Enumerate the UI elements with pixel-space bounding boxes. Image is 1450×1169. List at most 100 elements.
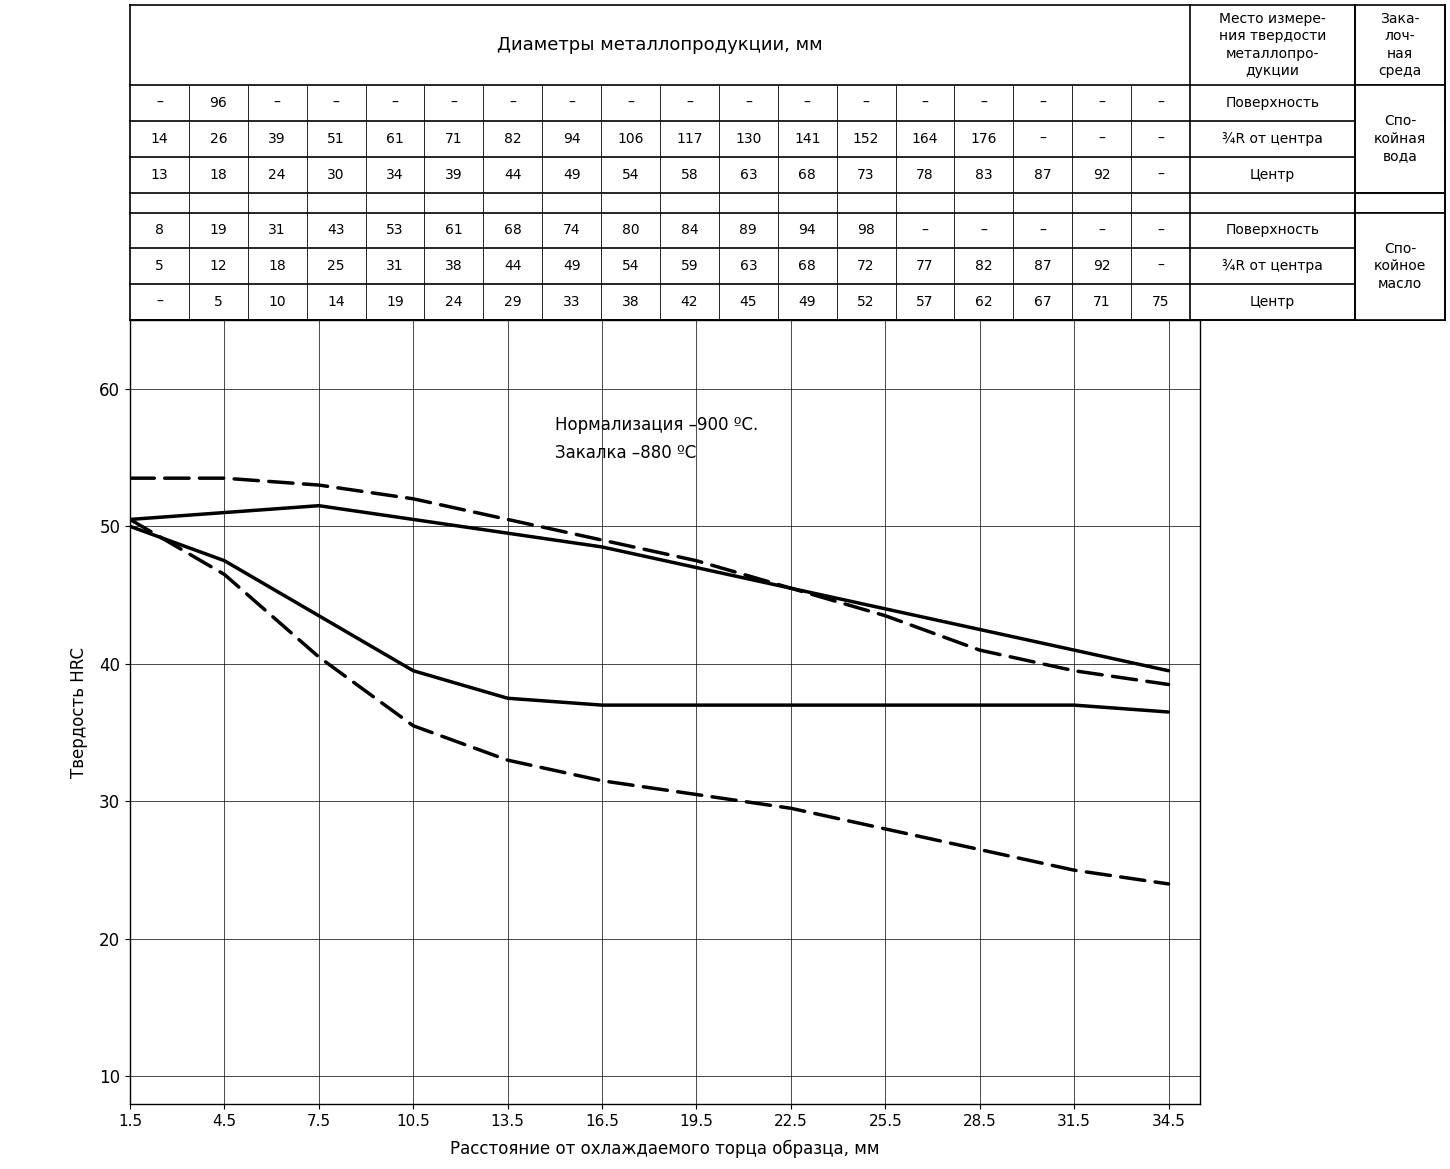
Text: 39: 39 (445, 167, 463, 181)
Text: Место измере-
ния твердости
металлопро-
дукции: Место измере- ния твердости металлопро- … (1219, 12, 1327, 78)
Text: –: – (745, 96, 751, 110)
Text: –: – (274, 96, 281, 110)
Text: –: – (1157, 96, 1164, 110)
Text: 43: 43 (328, 223, 345, 237)
Text: 63: 63 (740, 167, 757, 181)
Text: ¾R от центра: ¾R от центра (1222, 260, 1322, 274)
Text: 77: 77 (916, 260, 934, 274)
Text: ¾R от центра: ¾R от центра (1222, 132, 1322, 146)
Text: 14: 14 (328, 295, 345, 309)
Text: –: – (1157, 260, 1164, 274)
Text: 130: 130 (735, 132, 761, 146)
Text: 19: 19 (209, 223, 228, 237)
Text: 75: 75 (1151, 295, 1169, 309)
Text: –: – (1157, 132, 1164, 146)
Text: –: – (980, 96, 987, 110)
Text: 5: 5 (215, 295, 223, 309)
Text: 38: 38 (445, 260, 463, 274)
Text: –: – (863, 96, 870, 110)
Text: 57: 57 (916, 295, 934, 309)
Text: 87: 87 (1034, 167, 1051, 181)
Text: 73: 73 (857, 167, 874, 181)
Text: –: – (157, 96, 162, 110)
Text: 117: 117 (676, 132, 703, 146)
Text: 12: 12 (209, 260, 228, 274)
Text: –: – (1098, 223, 1105, 237)
Text: 38: 38 (622, 295, 639, 309)
Text: 152: 152 (853, 132, 879, 146)
Text: 61: 61 (386, 132, 405, 146)
Text: 31: 31 (268, 223, 286, 237)
Text: 106: 106 (618, 132, 644, 146)
Bar (1356, 85, 1444, 192)
Text: –: – (1040, 223, 1047, 237)
Text: 78: 78 (916, 167, 934, 181)
Text: 54: 54 (622, 167, 639, 181)
Y-axis label: Твердость HRC: Твердость HRC (70, 646, 88, 777)
Text: 13: 13 (151, 167, 168, 181)
Text: –: – (451, 96, 457, 110)
Text: 71: 71 (445, 132, 463, 146)
Text: 44: 44 (505, 167, 522, 181)
Text: 72: 72 (857, 260, 874, 274)
Text: 68: 68 (505, 223, 522, 237)
Text: 18: 18 (268, 260, 286, 274)
Text: 24: 24 (268, 167, 286, 181)
Text: 49: 49 (799, 295, 816, 309)
Text: 8: 8 (155, 223, 164, 237)
Text: Центр: Центр (1250, 167, 1295, 181)
Text: Поверхность: Поверхность (1225, 96, 1320, 110)
Text: 49: 49 (563, 167, 580, 181)
Text: 84: 84 (680, 223, 699, 237)
Text: 141: 141 (795, 132, 821, 146)
Text: –: – (1098, 132, 1105, 146)
Text: –: – (1157, 167, 1164, 181)
Text: 68: 68 (799, 260, 816, 274)
Text: 98: 98 (857, 223, 874, 237)
Text: 94: 94 (563, 132, 580, 146)
Text: –: – (980, 223, 987, 237)
Text: –: – (332, 96, 339, 110)
Text: 33: 33 (563, 295, 580, 309)
Text: 26: 26 (209, 132, 228, 146)
Text: –: – (568, 96, 576, 110)
Text: 25: 25 (328, 260, 345, 274)
Text: 5: 5 (155, 260, 164, 274)
Text: 176: 176 (970, 132, 998, 146)
Text: 19: 19 (386, 295, 405, 309)
Text: 53: 53 (386, 223, 403, 237)
Text: –: – (803, 96, 811, 110)
Text: 58: 58 (680, 167, 699, 181)
Text: 82: 82 (974, 260, 993, 274)
Text: 74: 74 (563, 223, 580, 237)
Text: –: – (1040, 132, 1047, 146)
Text: Спо-
койное
масло: Спо- койное масло (1373, 242, 1427, 291)
Text: –: – (1040, 96, 1047, 110)
Text: Нормализация –900 ºC.: Нормализация –900 ºC. (555, 416, 758, 434)
Text: Зака-
лоч-
ная
среда: Зака- лоч- ная среда (1379, 12, 1421, 78)
Text: 14: 14 (151, 132, 168, 146)
Text: 67: 67 (1034, 295, 1051, 309)
Text: 29: 29 (505, 295, 522, 309)
Text: –: – (1098, 96, 1105, 110)
Text: Спо-
койная
вода: Спо- койная вода (1373, 115, 1427, 162)
Text: 34: 34 (386, 167, 403, 181)
Text: Закалка –880 ºC: Закалка –880 ºC (555, 444, 696, 462)
Text: 44: 44 (505, 260, 522, 274)
Text: 24: 24 (445, 295, 463, 309)
Text: 61: 61 (445, 223, 463, 237)
Text: –: – (392, 96, 399, 110)
Text: 45: 45 (740, 295, 757, 309)
Text: 62: 62 (974, 295, 993, 309)
Text: 96: 96 (209, 96, 228, 110)
Text: 71: 71 (1093, 295, 1111, 309)
Text: 80: 80 (622, 223, 639, 237)
Text: 92: 92 (1093, 167, 1111, 181)
Text: –: – (509, 96, 516, 110)
Text: 10: 10 (268, 295, 286, 309)
Text: 89: 89 (740, 223, 757, 237)
Text: 83: 83 (974, 167, 993, 181)
Text: 59: 59 (680, 260, 699, 274)
Text: –: – (686, 96, 693, 110)
Text: –: – (157, 295, 162, 309)
